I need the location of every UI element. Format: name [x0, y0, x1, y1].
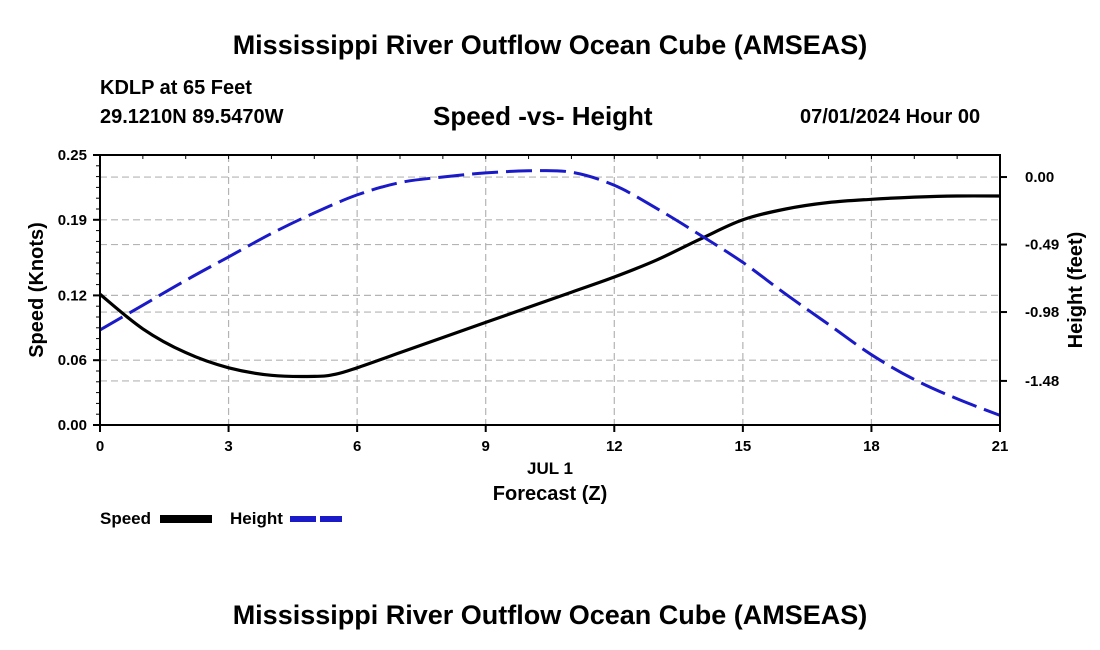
x-tick-label: 6 — [353, 438, 361, 455]
y2-tick-label: -1.48 — [1025, 373, 1059, 390]
x-axis-title: Forecast (Z) — [493, 483, 607, 505]
x-tick-label: 21 — [992, 438, 1009, 455]
speed-series-line — [98, 194, 1001, 379]
series-lines — [98, 169, 1001, 417]
footer-title: Mississippi River Outflow Ocean Cube (AM… — [232, 600, 868, 630]
x-axis-date-label: JUL 1 — [527, 459, 573, 478]
height-series-line — [99, 169, 1001, 417]
x-tick-label: 3 — [224, 438, 232, 455]
chart-subtitle: Speed -vs- Height — [433, 101, 653, 131]
y-tick-label: 0.12 — [58, 287, 87, 304]
x-tick-label: 18 — [863, 438, 880, 455]
legend-speed-swatch — [160, 515, 212, 523]
y2-tick-label: -0.98 — [1025, 304, 1059, 321]
legend-height-label: Height — [230, 509, 283, 528]
y-tick-label: 0.00 — [58, 417, 87, 434]
x-tick-label: 0 — [96, 438, 104, 455]
x-tick-label: 12 — [606, 438, 623, 455]
y-tick-label: 0.19 — [58, 212, 87, 229]
y2-tick-label: 0.00 — [1025, 169, 1054, 186]
legend-height-swatch — [290, 516, 342, 522]
y-tick-label: 0.25 — [58, 147, 87, 164]
y2-axis-title: Height (feet) — [1065, 232, 1087, 349]
x-tick-label: 9 — [482, 438, 490, 455]
main-title: Mississippi River Outflow Ocean Cube (AM… — [232, 30, 868, 60]
grid-lines — [100, 155, 1000, 425]
station-label: KDLP at 65 Feet — [100, 77, 252, 99]
coordinates-label: 29.1210N 89.5470W — [100, 106, 284, 128]
plot-frame — [99, 154, 1001, 426]
forecast-datetime: 07/01/2024 Hour 00 — [800, 106, 981, 128]
legend-speed-label: Speed — [100, 509, 152, 528]
minor-ticks — [96, 154, 1001, 426]
y-axis-title: Speed (Knots) — [26, 222, 48, 358]
axis-ticks: 0 3 6 9 12 15 18 21 0.00 0.06 0.12 0.19 0.25 0.00 -0.4… — [58, 147, 1059, 455]
x-tick-label: 15 — [735, 438, 752, 455]
y-tick-label: 0.06 — [58, 352, 87, 369]
y2-tick-label: -0.49 — [1025, 237, 1059, 254]
